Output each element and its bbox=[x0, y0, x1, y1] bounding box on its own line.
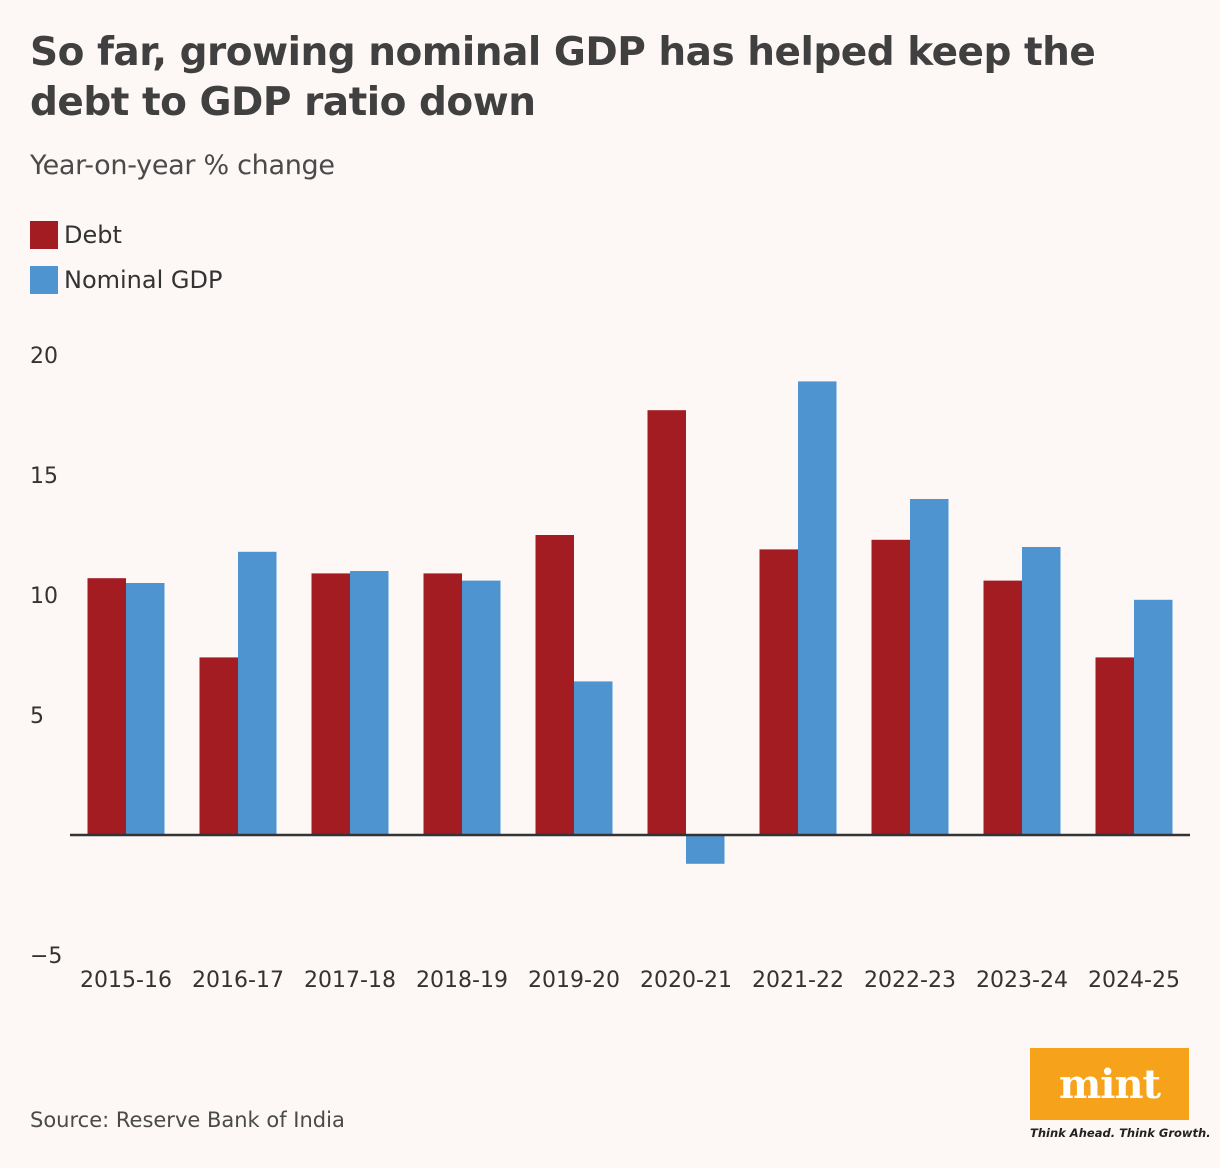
legend-label-nominal-gdp: Nominal GDP bbox=[64, 265, 223, 294]
x-tick-label: 2017-18 bbox=[304, 968, 396, 993]
debt-bar bbox=[647, 410, 686, 835]
mint-logo: mint bbox=[1030, 1048, 1189, 1120]
nominal-gdp-bar bbox=[574, 681, 613, 835]
legend-swatch-debt bbox=[30, 220, 58, 249]
nominal-gdp-bar bbox=[1022, 547, 1061, 835]
x-tick-label: 2024-25 bbox=[1088, 968, 1180, 993]
y-tick-label: 20 bbox=[30, 344, 58, 369]
nominal-gdp-bar bbox=[1134, 599, 1173, 835]
chart-subtitle: Year-on-year % change bbox=[30, 150, 335, 181]
chart-title: So far, growing nominal GDP has helped k… bbox=[30, 30, 1096, 125]
y-tick-label: 5 bbox=[30, 704, 44, 729]
y-tick-label: 10 bbox=[30, 584, 58, 609]
y-tick-label: 15 bbox=[30, 464, 58, 489]
x-tick-label: 2019-20 bbox=[528, 968, 620, 993]
logo-tagline: Think Ahead. Think Growth. bbox=[1030, 1126, 1211, 1140]
nominal-gdp-bar bbox=[798, 381, 837, 835]
x-tick-label: 2021-22 bbox=[752, 968, 844, 993]
debt-bar bbox=[199, 657, 238, 835]
x-tick-label: 2018-19 bbox=[416, 968, 508, 993]
debt-bar bbox=[759, 549, 798, 835]
logo-text: mint bbox=[1058, 1060, 1161, 1108]
source-note: Source: Reserve Bank of India bbox=[30, 1108, 345, 1132]
y-tick-label: −5 bbox=[30, 944, 62, 969]
debt-bar bbox=[535, 535, 574, 835]
x-tick-label: 2023-24 bbox=[976, 968, 1068, 993]
x-tick-label: 2022-23 bbox=[864, 968, 956, 993]
nominal-gdp-bar bbox=[350, 571, 389, 835]
legend-item-nominal-gdp: Nominal GDP bbox=[30, 257, 222, 302]
debt-bar bbox=[983, 580, 1022, 835]
bar-chart: 20 15 10 5 −5 2015-16 2016-17 2017-18 2018-19 201… bbox=[30, 344, 1190, 993]
debt-bar bbox=[871, 539, 910, 835]
x-tick-label: 2015-16 bbox=[80, 968, 172, 993]
x-tick-label: 2020-21 bbox=[640, 968, 732, 993]
nominal-gdp-bar bbox=[686, 835, 725, 864]
legend-label-debt: Debt bbox=[64, 220, 122, 249]
legend-item-debt: Debt bbox=[30, 212, 222, 257]
debt-bar bbox=[1095, 657, 1134, 835]
legend-swatch-nominal-gdp bbox=[30, 265, 58, 294]
nominal-gdp-bar bbox=[126, 583, 165, 835]
debt-bar bbox=[87, 578, 126, 835]
nominal-gdp-bar bbox=[462, 580, 501, 835]
x-tick-label: 2016-17 bbox=[192, 968, 284, 993]
debt-bar bbox=[423, 573, 462, 835]
nominal-gdp-bar bbox=[910, 499, 949, 835]
nominal-gdp-bar bbox=[238, 551, 277, 835]
debt-bar bbox=[311, 573, 350, 835]
legend: Debt Nominal GDP bbox=[30, 212, 222, 302]
